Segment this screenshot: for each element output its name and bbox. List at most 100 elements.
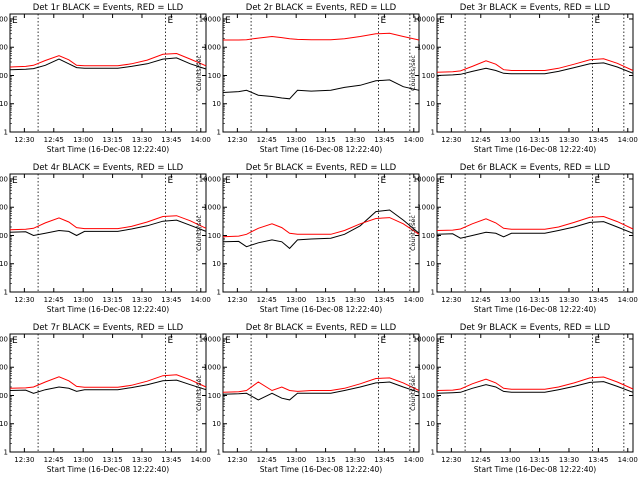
x-tick-label: 13:45 — [374, 456, 394, 464]
dotted-line-marker: E — [380, 336, 386, 346]
edge-marker: E — [12, 176, 18, 186]
plot-frame — [9, 13, 207, 133]
x-tick-label: 13:30 — [559, 296, 579, 304]
y-axis-label: Counts/sec — [409, 375, 417, 411]
events-series-line — [9, 219, 207, 237]
x-tick-label: 13:45 — [588, 296, 608, 304]
x-tick-label: 13:30 — [345, 136, 365, 144]
events-series-line — [222, 79, 420, 100]
x-tick-label: 13:00 — [500, 136, 520, 144]
panel-det-5: Det 5r BLACK = Events, RED = LLD 1 10 100 10… — [195, 163, 424, 314]
dotted-line-marker: E — [594, 176, 600, 186]
x-tick-label: 13:45 — [374, 296, 394, 304]
y-tick-label: 10000 — [413, 335, 435, 343]
events-series-line — [9, 379, 207, 394]
y-tick-label: 10 — [212, 100, 221, 108]
y-tick-label: 100 — [0, 232, 8, 240]
y-axis-label: Counts/sec — [409, 215, 417, 251]
y-tick-label: 10000 — [0, 175, 8, 183]
panel-title: Det 5r BLACK = Events, RED = LLD — [246, 163, 397, 173]
panel-title: Det 9r BLACK = Events, RED = LLD — [460, 323, 611, 333]
y-tick-label: 1000 — [0, 204, 8, 212]
edge-marker: E — [225, 176, 231, 186]
x-tick-label: 13:00 — [500, 296, 520, 304]
events-series-line — [222, 209, 420, 250]
x-tick-label: 12:45 — [257, 456, 277, 464]
panel-title: Det 7r BLACK = Events, RED = LLD — [33, 323, 184, 333]
dotted-line-marker: E — [167, 336, 173, 346]
x-tick-label: 13:00 — [286, 296, 306, 304]
lld-series-line — [436, 376, 634, 391]
panel-det-2: Det 2r BLACK = Events, RED = LLD 1 10 100 10… — [195, 3, 424, 154]
x-tick-label: 14:00 — [404, 296, 424, 304]
y-tick-label: 10000 — [413, 175, 435, 183]
x-tick-label: 14:00 — [191, 456, 211, 464]
events-series-line — [222, 381, 420, 401]
panel-title: Det 1r BLACK = Events, RED = LLD — [33, 3, 184, 13]
y-axis-label: Counts/sec — [195, 215, 203, 251]
edge-marker: E — [225, 336, 231, 346]
x-tick-label: 12:45 — [44, 136, 64, 144]
dotted-line-marker: E — [167, 16, 173, 26]
x-tick-label: 13:45 — [588, 456, 608, 464]
dotted-line-marker: E — [594, 16, 600, 26]
x-axis-label: Start Time (16-Dec-08 12:22:40) — [474, 145, 596, 154]
y-tick-label: 100 — [0, 72, 8, 80]
plot-frame — [9, 333, 207, 453]
panel-det-7: Det 7r BLACK = Events, RED = LLD 1 10 100 10… — [0, 323, 211, 474]
x-tick-label: 13:00 — [286, 456, 306, 464]
y-tick-label: 100 — [0, 392, 8, 400]
x-tick-label: 12:45 — [44, 456, 64, 464]
y-tick-label: 1000 — [203, 364, 221, 372]
x-tick-label: 13:15 — [102, 456, 122, 464]
x-tick-label: 12:30 — [441, 296, 461, 304]
y-tick-label: 1 — [4, 129, 8, 137]
x-tick-label: 13:45 — [161, 136, 181, 144]
y-tick-label: 10000 — [0, 335, 8, 343]
x-tick-label: 14:00 — [618, 456, 638, 464]
x-tick-label: 13:15 — [315, 296, 335, 304]
y-tick-label: 1 — [431, 289, 435, 297]
x-axis-label: Start Time (16-Dec-08 12:22:40) — [47, 465, 169, 474]
y-tick-label: 10 — [212, 420, 221, 428]
panel-title: Det 6r BLACK = Events, RED = LLD — [460, 163, 611, 173]
x-tick-label: 13:45 — [161, 456, 181, 464]
edge-marker: E — [12, 336, 18, 346]
x-axis-label: Start Time (16-Dec-08 12:22:40) — [260, 305, 382, 314]
lld-series-line — [9, 215, 207, 231]
plot-frame — [436, 333, 634, 453]
panel-det-6: Det 6r BLACK = Events, RED = LLD 1 10 100 10… — [409, 163, 638, 314]
x-tick-label: 13:15 — [102, 136, 122, 144]
y-tick-label: 1000 — [0, 364, 8, 372]
y-tick-label: 10 — [212, 260, 221, 268]
x-axis-label: Start Time (16-Dec-08 12:22:40) — [260, 145, 382, 154]
x-tick-label: 14:00 — [191, 296, 211, 304]
x-axis-label: Start Time (16-Dec-08 12:22:40) — [474, 305, 596, 314]
x-tick-label: 14:00 — [191, 136, 211, 144]
x-tick-label: 13:00 — [73, 456, 93, 464]
x-tick-label: 13:30 — [132, 296, 152, 304]
y-tick-label: 10 — [0, 420, 8, 428]
lld-series-line — [436, 58, 634, 73]
lld-series-line — [222, 377, 420, 393]
x-tick-label: 13:45 — [161, 296, 181, 304]
y-tick-label: 1 — [217, 129, 221, 137]
edge-marker: E — [439, 176, 445, 186]
y-tick-label: 100 — [208, 232, 221, 240]
x-tick-label: 13:30 — [559, 136, 579, 144]
panel-det-4: Det 4r BLACK = Events, RED = LLD 1 10 100 10… — [0, 163, 211, 314]
y-tick-label: 1 — [431, 129, 435, 137]
panel-det-9: Det 9r BLACK = Events, RED = LLD 1 10 100 10… — [409, 323, 638, 474]
x-tick-label: 13:00 — [73, 296, 93, 304]
x-tick-label: 14:00 — [404, 456, 424, 464]
x-axis-label: Start Time (16-Dec-08 12:22:40) — [260, 465, 382, 474]
edge-marker: E — [12, 16, 18, 26]
events-series-line — [9, 57, 207, 71]
x-axis-label: Start Time (16-Dec-08 12:22:40) — [47, 305, 169, 314]
x-tick-label: 13:30 — [345, 296, 365, 304]
plot-frame — [9, 173, 207, 293]
y-tick-label: 100 — [208, 392, 221, 400]
x-tick-label: 13:00 — [73, 136, 93, 144]
lld-series-line — [222, 217, 420, 238]
y-tick-label: 10000 — [199, 15, 221, 23]
